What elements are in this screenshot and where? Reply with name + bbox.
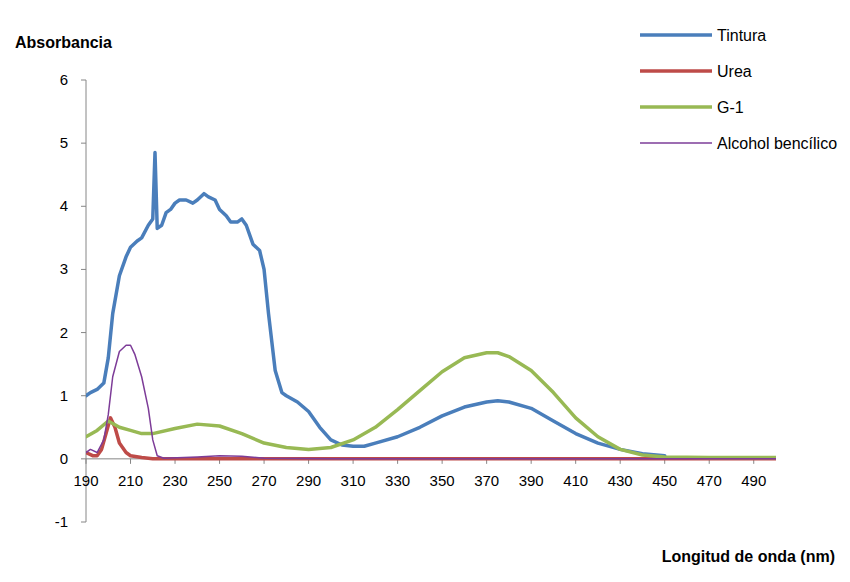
y-tick-label: -1 (55, 513, 68, 530)
x-tick-label: 190 (73, 472, 98, 489)
x-tick-label: 390 (519, 472, 544, 489)
x-tick-label: 270 (252, 472, 277, 489)
legend-swatch (640, 69, 712, 73)
y-tick (81, 80, 86, 81)
x-tick-label: 490 (741, 472, 766, 489)
x-tick-label: 290 (296, 472, 321, 489)
x-tick-label: 210 (118, 472, 143, 489)
x-tick-label: 470 (697, 472, 722, 489)
legend-label: Alcohol bencílico (717, 135, 837, 152)
x-tick-label: 370 (474, 472, 499, 489)
x-axis-title: Longitud de onda (nm) (662, 548, 835, 565)
x-tick-label: 330 (385, 472, 410, 489)
series-line (86, 153, 665, 456)
y-tick (81, 269, 86, 270)
series-line (86, 353, 776, 458)
y-tick-label: 3 (60, 260, 68, 277)
legend-label: Tintura (717, 27, 766, 44)
x-tick-label: 430 (608, 472, 633, 489)
x-tick-label: 250 (207, 472, 232, 489)
x-tick-label: 450 (652, 472, 677, 489)
legend-swatch (640, 105, 712, 109)
y-tick (81, 395, 86, 396)
y-tick-label: 2 (60, 324, 68, 341)
y-tick (81, 458, 86, 459)
x-tick-label: 350 (430, 472, 455, 489)
y-tick-label: 1 (60, 387, 68, 404)
legend-swatch (640, 142, 712, 144)
x-tick-label: 230 (163, 472, 188, 489)
x-tick (86, 459, 87, 464)
plot-area (86, 153, 776, 459)
y-axis-title: Absorbancia (15, 34, 112, 51)
y-axis (86, 80, 87, 522)
y-tick-label: 4 (60, 197, 68, 214)
x-tick (130, 459, 131, 464)
legend: Tintura Urea G-1 Alcohol bencílico (640, 27, 837, 152)
chart: -1 0 1 2 3 4 5 6 190 210 230 250 270 290 310 330 350 370 3… (0, 0, 850, 582)
y-tick (81, 143, 86, 144)
legend-label: Urea (717, 63, 752, 80)
y-tick (81, 206, 86, 207)
y-tick-label: 5 (60, 134, 68, 151)
y-tick-label: 0 (60, 450, 68, 467)
x-tick-label: 310 (341, 472, 366, 489)
legend-swatch (640, 33, 712, 37)
series-line (86, 345, 776, 459)
x-tick-label: 410 (563, 472, 588, 489)
y-tick (81, 332, 86, 333)
legend-label: G-1 (717, 99, 744, 116)
y-tick (81, 522, 86, 523)
y-tick-label: 6 (60, 71, 68, 88)
